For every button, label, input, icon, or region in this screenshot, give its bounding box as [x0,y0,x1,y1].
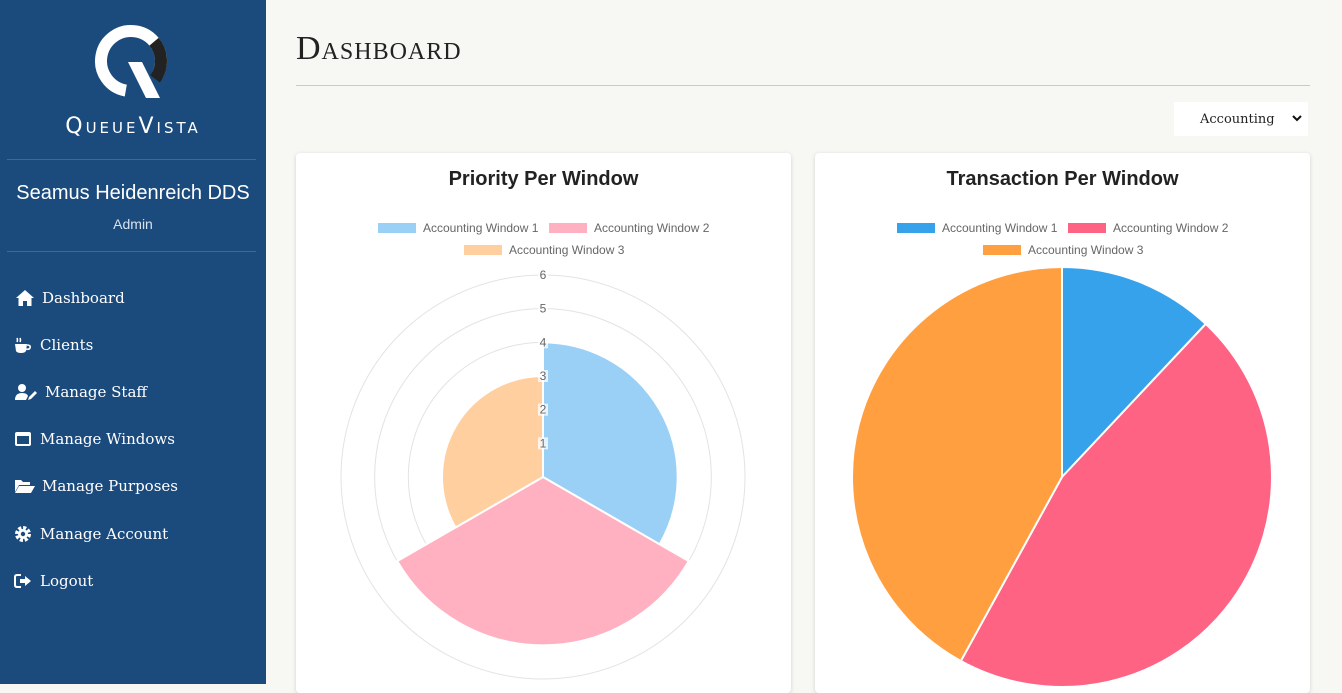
legend-label: Accounting Window 1 [942,221,1058,235]
tick-backdrop [538,403,548,416]
chevron-down-icon [1292,115,1302,122]
tick-backdrop [538,437,548,450]
legend-item[interactable]: Accounting Window 3 [983,243,1143,257]
chart-title: Transaction Per Window [946,168,1179,190]
department-select-value: Accounting [1200,111,1275,127]
priority-chart-card: Priority Per Window Accounting Window 1 … [296,153,791,693]
user-role: Admin [113,216,153,232]
page-title: Dashboard [296,30,462,67]
nav-item-manage-staff[interactable]: Manage Staff [0,374,266,410]
legend-swatch [378,223,416,233]
sidebar-divider [7,159,256,160]
tick-label: 3 [540,369,547,383]
legend-swatch [897,223,935,233]
tick-label: 1 [540,436,547,450]
nav-label: Manage Purposes [42,477,178,495]
nav-item-logout[interactable]: Logout [0,563,266,599]
tick-backdrop [538,269,548,281]
legend-swatch [983,245,1021,255]
sidebar-divider [7,251,256,252]
legend-swatch [549,223,587,233]
user-name: Seamus Heidenreich DDS [16,182,250,204]
polar-area-chart: 1 2 3 4 5 6 [340,268,746,680]
nav-item-clients[interactable]: Clients [0,327,266,363]
tick-label: 4 [540,335,547,349]
legend-swatch [1068,223,1106,233]
nav-item-manage-windows[interactable]: Manage Windows [0,421,266,457]
pie-slice[interactable] [851,265,1063,663]
chart-title: Priority Per Window [448,168,639,190]
nav-item-dashboard[interactable]: Dashboard [0,280,266,316]
coffee-icon [14,336,32,354]
window-icon [14,430,32,448]
polar-segment[interactable] [441,374,544,529]
nav-label: Manage Windows [40,430,175,448]
legend-item[interactable]: Accounting Window 1 [897,221,1057,235]
legend-label: Accounting Window 3 [509,243,625,257]
legend-label: Accounting Window 2 [594,221,710,235]
tick-backdrop [538,370,548,382]
tick-label: 6 [540,268,547,282]
sidebar: QueueVista Seamus Heidenreich DDS Admin … [0,0,266,684]
title-divider [296,85,1310,86]
user-edit-icon [14,383,38,401]
nav-label: Manage Account [40,525,169,543]
transaction-chart-card: Transaction Per Window Accounting Window… [815,153,1310,693]
tick-label: 2 [540,403,547,417]
tick-label: 5 [540,302,547,316]
folder-open-icon [14,477,36,495]
pie-chart [851,265,1273,688]
home-icon [14,289,36,307]
brand-logo: QueueVista [0,18,266,148]
department-select[interactable]: Accounting [1174,102,1308,136]
legend-item[interactable]: Accounting Window 2 [549,221,709,235]
legend-swatch [464,245,502,255]
nav-item-manage-account[interactable]: Manage Account [0,516,266,552]
tick-backdrop [538,336,548,349]
pie-slice[interactable] [1061,265,1208,480]
legend-label: Accounting Window 3 [1028,243,1144,257]
brand-name: QueueVista [65,114,201,139]
nav-item-manage-purposes[interactable]: Manage Purposes [0,468,266,504]
legend-item[interactable]: Accounting Window 1 [378,221,538,235]
nav-label: Clients [40,336,94,354]
tick-backdrop [538,302,548,315]
nav-label: Dashboard [42,289,125,307]
main-content: Dashboard Accounting Priority Per Window… [266,0,1342,693]
nav-label: Logout [40,572,94,590]
nav-label: Manage Staff [45,383,148,401]
legend-item[interactable]: Accounting Window 2 [1068,221,1228,235]
polar-segment[interactable] [542,341,679,546]
legend-label: Accounting Window 2 [1113,221,1229,235]
legend-item[interactable]: Accounting Window 3 [464,243,624,257]
queuevista-logo-icon [95,25,167,98]
logout-icon [14,572,32,590]
gear-icon [14,525,32,543]
legend-label: Accounting Window 1 [423,221,539,235]
polar-segment[interactable] [395,475,691,647]
